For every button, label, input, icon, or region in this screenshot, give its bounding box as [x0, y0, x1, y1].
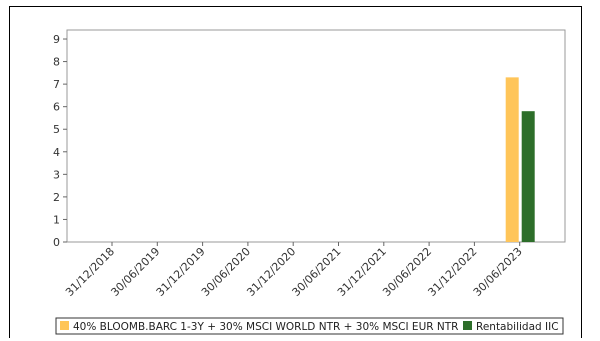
x-axis: 31/12/201830/06/201931/12/201930/06/2020… — [63, 242, 525, 299]
legend-swatch-fund — [463, 321, 472, 330]
y-tick-label: 2 — [53, 191, 60, 204]
legend-label-fund: Rentabilidad IIC — [476, 321, 559, 333]
bar — [505, 77, 519, 243]
bars — [505, 77, 535, 243]
legend-swatch-benchmark — [60, 321, 69, 330]
y-tick-label: 3 — [53, 168, 60, 181]
y-tick-label: 6 — [53, 101, 60, 114]
y-tick-label: 8 — [53, 56, 60, 69]
legend-box — [55, 317, 564, 335]
bar — [521, 111, 535, 242]
chart-frame — [9, 6, 582, 338]
y-tick-label: 4 — [53, 146, 60, 159]
x-tick-label: 30/06/2023 — [471, 245, 525, 299]
legend: 40% BLOOMB.BARC 1-3Y + 30% MSCI WORLD NT… — [55, 317, 564, 335]
legend-label-benchmark: 40% BLOOMB.BARC 1-3Y + 30% MSCI WORLD NT… — [73, 321, 458, 333]
y-axis: 0 1 2 3 4 5 6 7 8 9 — [53, 33, 67, 249]
y-tick-label: 7 — [53, 78, 60, 91]
plot-area — [66, 29, 566, 243]
y-tick-label: 9 — [53, 33, 60, 46]
y-tick-label: 0 — [53, 236, 60, 249]
y-tick-label: 1 — [53, 213, 60, 226]
y-tick-label: 5 — [53, 123, 60, 136]
